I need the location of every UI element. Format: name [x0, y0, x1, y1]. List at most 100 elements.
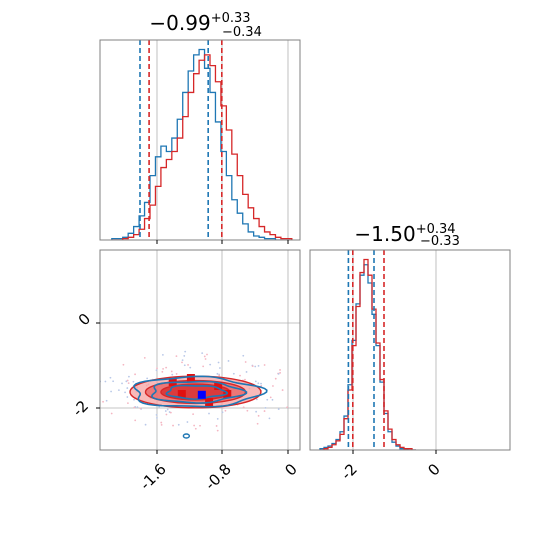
sample-point [170, 370, 173, 373]
sample-point [224, 409, 227, 412]
sample-point [201, 352, 204, 354]
sample-point [102, 400, 104, 403]
sample-point [165, 366, 168, 369]
density-cell [177, 390, 186, 398]
sample-point [126, 396, 129, 398]
density-cell [214, 382, 223, 390]
sample-point [132, 380, 135, 383]
hist-panel-top-left: −0.99+0.33 −0.34 [99, 11, 301, 244]
sample-point [255, 398, 258, 401]
sample-point [192, 413, 195, 416]
panel-frame [309, 249, 511, 451]
sample-point [156, 367, 158, 370]
sample-point [203, 355, 206, 358]
x-tick-label: -1.6 [136, 460, 169, 493]
sample-point [242, 354, 245, 357]
sample-point [112, 380, 115, 383]
sample-point [136, 406, 139, 409]
sample-point [206, 353, 208, 356]
y-tick-label: -2 [69, 397, 92, 420]
sample-point [215, 425, 218, 427]
sample-point [187, 364, 189, 366]
title-value: −1.50 [354, 222, 415, 246]
sample-point [269, 396, 272, 399]
sample-point [221, 411, 224, 414]
sample-point [169, 411, 172, 414]
sample-point [246, 409, 249, 412]
contour-series-0 [151, 380, 248, 404]
sample-point [181, 359, 184, 362]
sample-point [204, 358, 207, 360]
sample-point [242, 406, 245, 409]
sample-point [232, 372, 235, 375]
histogram-series-0 [111, 48, 292, 240]
sample-point [184, 350, 187, 353]
peak-marker [197, 390, 206, 399]
title-value: −0.99 [149, 11, 210, 35]
sample-point [239, 374, 241, 377]
title-plus: +0.33 [211, 11, 251, 26]
x-tick-label: 0 [424, 460, 443, 479]
sample-point [160, 423, 163, 426]
sample-point [183, 364, 186, 367]
sample-point [161, 370, 164, 373]
sample-point [97, 383, 99, 385]
sample-point [172, 424, 174, 427]
sample-point [222, 407, 225, 409]
density-cell [186, 374, 195, 382]
sample-point [251, 365, 254, 368]
sample-point [244, 378, 246, 381]
sample-point [216, 417, 219, 420]
sample-point [175, 355, 178, 358]
sample-point [255, 410, 258, 413]
sample-point [126, 379, 129, 382]
sample-point [183, 355, 186, 357]
sample-point [264, 406, 267, 409]
sample-point [274, 377, 277, 380]
sample-point [281, 389, 284, 391]
sample-point [209, 363, 212, 366]
hist-series-top-left [111, 40, 293, 240]
sample-point [263, 410, 266, 412]
sample-point [189, 366, 192, 369]
sample-point [260, 384, 263, 387]
sample-point [216, 429, 219, 432]
hist-panel-bottom-right: -2 0 −1.50+0.34 −0.33 [309, 222, 511, 483]
density-contours [97, 350, 289, 439]
sample-point [156, 416, 158, 419]
sample-point [257, 414, 260, 417]
sample-point [202, 365, 205, 368]
y-tick-label: 0 [75, 310, 94, 329]
panel-frame [99, 39, 301, 241]
sample-point [166, 408, 169, 411]
sample-point [144, 423, 147, 426]
sample-point [127, 402, 129, 405]
grid-bottom-left [100, 250, 300, 450]
sample-point [133, 406, 136, 409]
sample-point [134, 419, 137, 422]
x-tick-label: -2 [338, 460, 361, 483]
sample-point [155, 413, 158, 416]
x-tick-label: 0 [281, 460, 300, 479]
sample-point [193, 424, 196, 427]
sample-point [279, 369, 281, 371]
sample-point [110, 412, 113, 415]
sample-point [271, 398, 274, 401]
sample-point [256, 422, 259, 425]
density-panel-bottom-left: -1.6 -0.8 0 0 -2 [69, 249, 301, 494]
sample-point [171, 373, 174, 376]
sample-point [254, 365, 257, 368]
sample-point [218, 374, 221, 377]
sample-point [126, 387, 129, 389]
sample-point [257, 364, 260, 367]
sample-point [263, 364, 266, 366]
hist-series-bottom-right [319, 250, 416, 450]
sample-point [127, 382, 130, 385]
sample-point [257, 382, 260, 385]
sample-point [165, 413, 168, 416]
sample-point [194, 427, 197, 430]
sample-point [125, 380, 128, 383]
sample-point [245, 371, 248, 373]
sample-point [133, 398, 135, 401]
